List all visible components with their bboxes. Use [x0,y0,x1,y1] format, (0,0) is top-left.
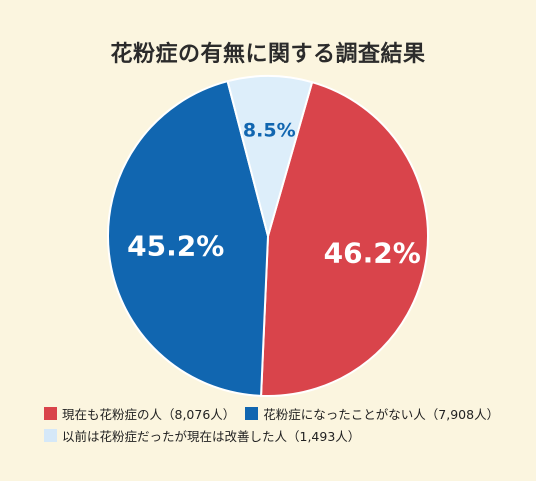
legend-label: 以前は花粉症だったが現在は改善した人（1,493人） [62,428,361,444]
pie-slice [260,80,429,397]
pie-slice [107,79,270,397]
legend-label: 現在も花粉症の人（8,076人） [62,406,236,422]
legend: 現在も花粉症の人（8,076人） 花粉症になったことがない人（7,908人） 以… [44,402,514,446]
slice-value-label: 8.5% [243,119,296,141]
legend-label: 花粉症になったことがない人（7,908人） [263,406,500,422]
legend-item-improved: 以前は花粉症だったが現在は改善した人（1,493人） [44,426,360,445]
slice-value-label: 46.2% [324,236,421,269]
slice-value-label: 45.2% [127,229,224,262]
legend-item-never: 花粉症になったことがない人（7,908人） [245,404,499,423]
legend-item-current: 現在も花粉症の人（8,076人） [44,404,235,423]
chart-title: 花粉症の有無に関する調査結果 [110,42,426,67]
legend-swatch [245,406,259,420]
pie-slice [226,75,314,240]
legend-swatch [44,428,57,442]
legend-swatch [44,406,57,420]
